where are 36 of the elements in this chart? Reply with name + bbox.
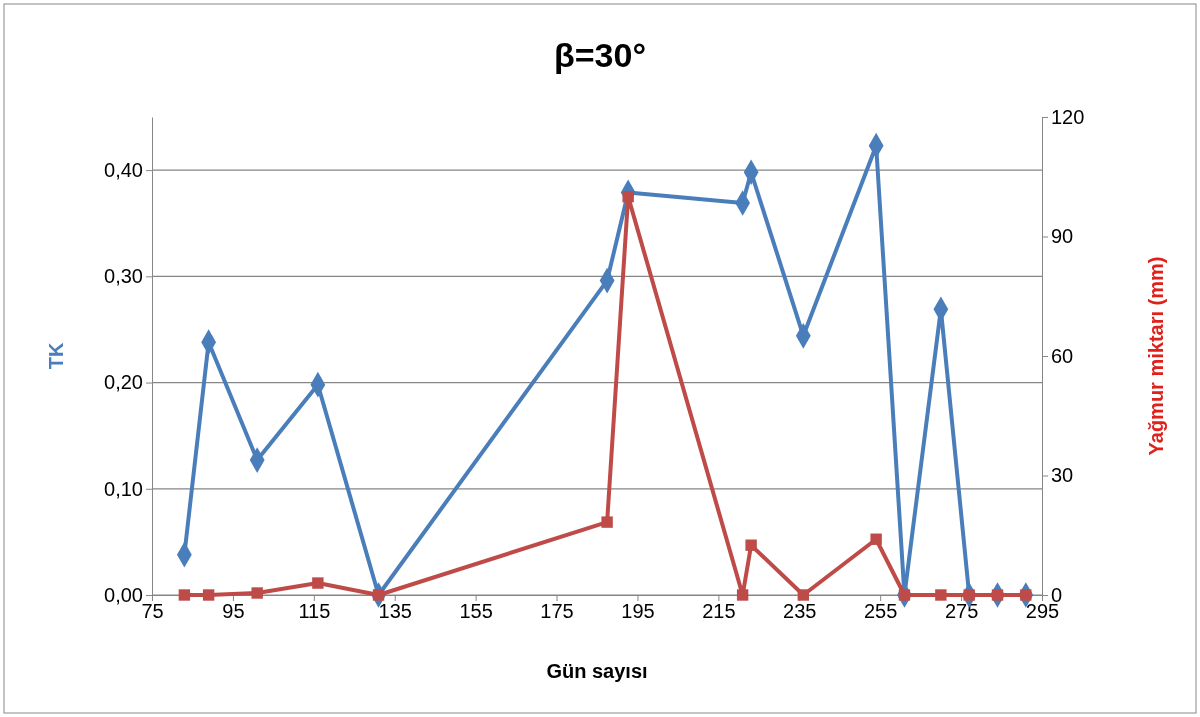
x-tick-label: 215 [702, 600, 736, 623]
y-tick-label: 0,40 [104, 159, 143, 182]
point [622, 190, 634, 203]
x-tick-label: 155 [459, 600, 493, 623]
x-axis-title: Gün sayısı [546, 660, 648, 682]
x-tick-label: 275 [944, 600, 979, 623]
point [991, 589, 1004, 601]
y2-tick-label: 120 [1051, 105, 1085, 128]
point [251, 587, 263, 599]
x-tick-label: 75 [141, 600, 164, 623]
y2-tick-label: 60 [1051, 344, 1074, 367]
point [745, 539, 757, 551]
point [312, 577, 324, 589]
y-tick-label: 0,00 [104, 583, 143, 606]
x-tick-label: 255 [863, 600, 898, 623]
point [736, 589, 749, 601]
y2-tick-label: 30 [1051, 464, 1074, 487]
x-tick-label: 135 [378, 600, 412, 623]
y2-axis-title: Yağmur miktarı (mm) [1145, 256, 1167, 456]
y-tick-label: 0,20 [104, 371, 143, 394]
x-tick-label: 235 [783, 600, 817, 623]
y-axis-title: TK [45, 342, 67, 370]
point [202, 589, 215, 601]
point [601, 516, 613, 528]
x-tick-label: 115 [298, 600, 331, 623]
point [797, 589, 810, 601]
point [870, 533, 882, 545]
x-tick-label: 195 [621, 600, 655, 623]
point [935, 589, 947, 601]
y-tick-label: 0,30 [104, 265, 143, 288]
x-tick-label: 175 [540, 600, 574, 623]
y2-tick-label: 90 [1051, 225, 1074, 248]
point [178, 589, 191, 601]
x-tick-label: 95 [222, 600, 245, 623]
y-tick-label: 0,10 [104, 477, 143, 500]
chart-title: β=30° [553, 36, 647, 74]
